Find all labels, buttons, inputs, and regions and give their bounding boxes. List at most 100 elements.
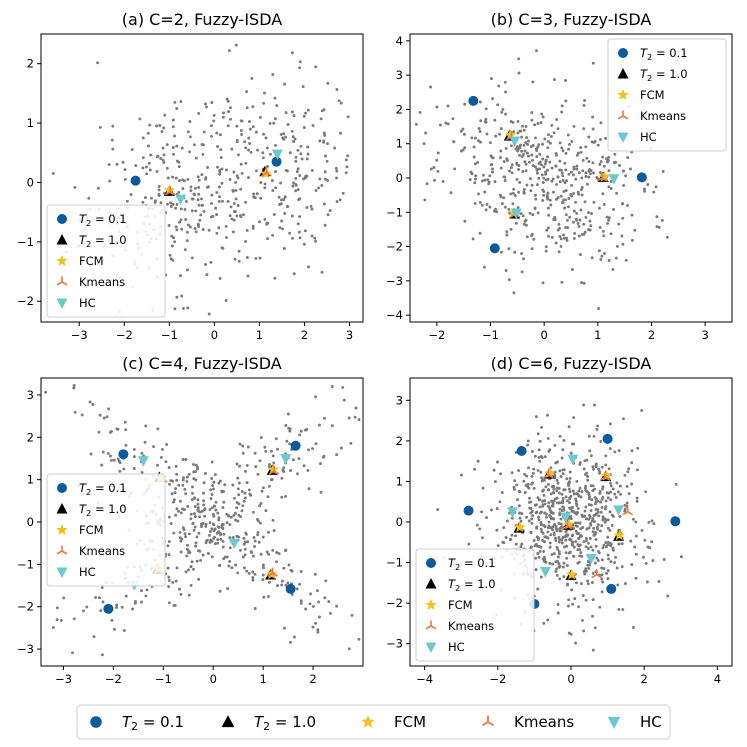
data-point [522,153,525,156]
data-point [171,125,175,129]
data-point [294,155,298,159]
data-point [531,481,534,485]
data-point [346,154,350,158]
data-point [232,513,236,517]
data-point [212,487,215,491]
data-point [539,545,543,549]
data-point [600,465,604,469]
data-point [120,605,124,609]
data-point [606,526,610,530]
data-point [620,234,624,238]
data-point [499,472,503,476]
data-point [290,214,294,218]
data-point [571,602,575,606]
data-point [261,151,265,155]
data-point [311,625,315,629]
data-point [266,237,270,241]
data-point [561,501,565,505]
kmeans-marker-stroke [562,525,569,530]
data-point [302,114,306,118]
data-point [197,178,201,182]
data-point [275,560,278,564]
data-point [248,120,251,124]
data-point [269,152,272,156]
data-point [584,171,588,175]
data-point [245,463,249,467]
data-point [531,213,535,217]
data-point [580,193,584,197]
data-point [172,498,176,502]
data-point [585,527,589,531]
data-point [223,555,227,559]
data-point [174,513,178,517]
data-point [244,240,248,243]
data-point [112,458,116,462]
data-point [204,263,208,266]
data-point [564,79,568,82]
data-point [218,479,222,483]
data-point [587,541,590,545]
data-point [607,467,611,471]
legend-label: FCM [448,598,473,612]
hc-legend-marker [617,132,629,143]
x-tick-label: 0 [567,672,574,686]
data-point [588,228,592,232]
data-point [572,209,576,213]
data-point [318,139,322,143]
data-point [330,424,334,428]
data-point [494,134,498,138]
data-point [601,485,605,489]
data-point [73,185,77,189]
data-point [538,459,542,463]
data-point [607,216,611,220]
kmeans-marker-stroke [595,573,602,579]
y-tick-label: 2 [396,102,403,116]
data-point [544,249,548,253]
data-point [202,503,206,507]
data-point [589,454,593,458]
data-point [296,188,300,192]
y-tick-label: −1 [386,556,403,570]
data-point [282,566,286,570]
data-point [329,611,332,615]
data-point [256,148,259,152]
data-point [515,177,519,181]
data-point [546,168,549,172]
data-point [551,177,555,181]
data-point [308,602,312,606]
data-point [617,449,621,453]
data-point [150,196,153,200]
data-point [592,520,596,524]
data-point [425,182,429,186]
data-point [180,294,184,298]
data-point [615,481,619,485]
data-point [580,513,584,517]
data-point [263,445,267,449]
data-point [579,527,583,531]
data-point [225,97,229,101]
data-point [231,188,235,192]
data-point [181,458,185,461]
data-point [579,582,583,586]
data-point [540,173,544,177]
data-point [171,202,175,206]
data-point [550,166,554,170]
hc-center-marker [137,456,149,467]
data-point [285,169,289,173]
data-point [615,566,619,570]
data-point [553,443,557,447]
data-point [221,522,225,526]
data-point [574,641,578,645]
data-point [499,166,503,170]
kmeans-marker-stroke [430,625,437,630]
data-point [196,506,200,510]
data-point [236,571,240,575]
data-point [485,202,489,206]
data-point [546,139,550,143]
data-point [557,491,561,495]
data-point [232,201,236,205]
legend-label: FCM [640,88,665,102]
data-point [192,143,196,147]
data-point [563,198,567,202]
